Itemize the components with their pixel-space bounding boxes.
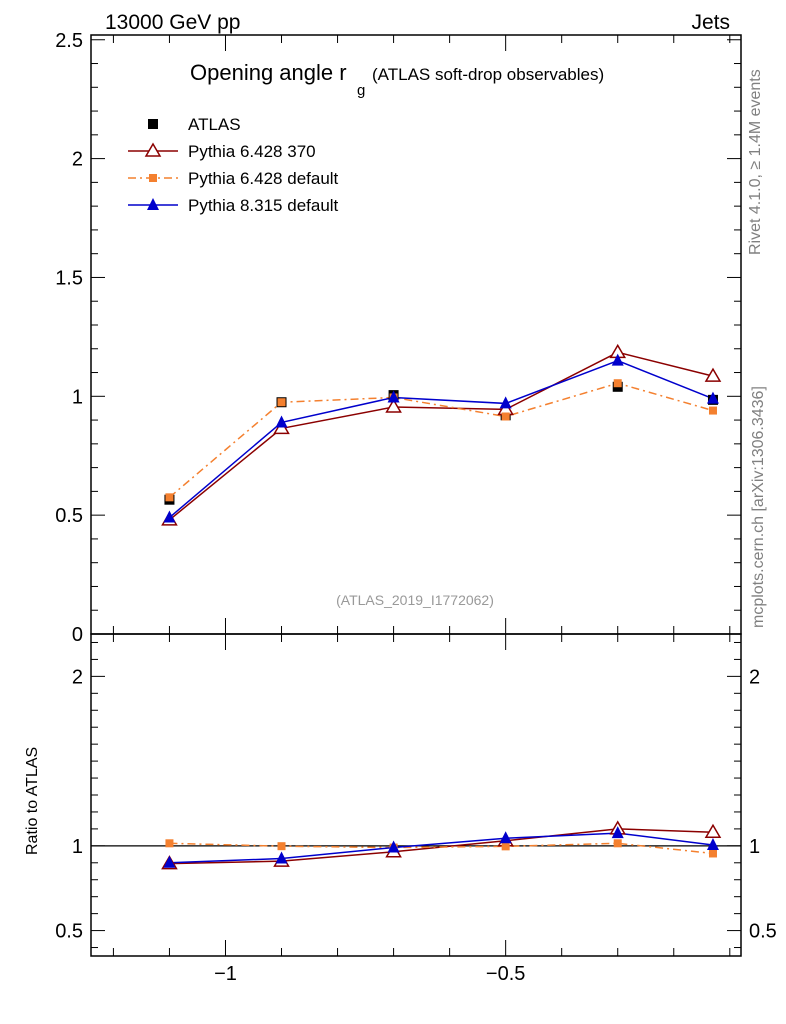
- header-right-label: Jets: [691, 11, 730, 34]
- ratio-point-pythia-8-315-default: [499, 831, 512, 844]
- main-point-pythia-6-428-default: [277, 398, 286, 407]
- legend-label-pythia-6-428-default: Pythia 6.428 default: [188, 169, 339, 188]
- main-y-tick-label: 0.5: [55, 505, 83, 527]
- x-tick-labels: −1 −0.5: [214, 963, 525, 985]
- main-point-pythia-8-315-default: [499, 396, 512, 409]
- ratio-y-axis-label: Ratio to ATLAS: [24, 747, 41, 855]
- axis-ticks: [91, 35, 741, 956]
- legend-label-atlas: ATLAS: [188, 115, 241, 134]
- ratio-y-tick-label-right: 1: [749, 836, 760, 858]
- header-left-label: 13000 GeV pp: [105, 11, 240, 34]
- ratio-point-pythia-6-428-default: [501, 842, 510, 851]
- analysis-watermark: (ATLAS_2019_I1772062): [336, 592, 494, 608]
- ratio-line-pythia-8-315-default: [169, 832, 714, 864]
- main-point-pythia-8-315-default: [275, 415, 288, 428]
- main-point-pythia-8-315-default: [706, 391, 719, 404]
- x-tick-label: −1: [214, 963, 237, 985]
- main-point-pythia-8-315-default: [163, 510, 176, 523]
- ratio-point-pythia-8-315-default: [611, 826, 624, 839]
- main-point-pythia-6-428-default: [165, 493, 174, 502]
- main-y-tick-label: 1: [72, 386, 83, 408]
- legend-label-pythia-8-315-default: Pythia 8.315 default: [188, 196, 339, 215]
- main-line-pythia-6-428-370: [168, 351, 714, 521]
- legend-marker-atlas: [148, 119, 158, 129]
- rivet-version-label: Rivet 4.1.0, ≥ 1.4M events: [747, 69, 764, 255]
- ratio-y-tick-label: 1: [72, 836, 83, 858]
- main-y-tick-label: 0: [72, 624, 83, 646]
- legend-marker-pythia-8-315-default: [147, 198, 159, 210]
- main-point-pythia-8-315-default: [611, 353, 624, 366]
- ratio-y-tick-label: 2: [72, 666, 83, 688]
- legend-marker-pythia-6-428-default: [149, 174, 157, 182]
- ratio-point-pythia-6-428-default: [613, 839, 622, 848]
- ratio-y-tick-label-right: 2: [749, 666, 760, 688]
- ratio-line-pythia-6-428-370: [169, 828, 714, 865]
- main-y-tick-label: 1.5: [55, 267, 83, 289]
- mcplots-label: mcplots.cern.ch [arXiv:1306.3436]: [750, 386, 767, 628]
- ratio-line-pythia-6-428-default: [169, 842, 714, 855]
- ratio-y-tick-label-right: 0.5: [749, 921, 777, 943]
- ratio-panel-frame: [90, 633, 742, 957]
- legend-marker-pythia-6-428-370: [144, 142, 162, 157]
- x-tick-label: −0.5: [486, 963, 525, 985]
- main-y-tick-labels: 0 0.5 1 1.5 2 2.5: [55, 30, 83, 646]
- ratio-point-pythia-8-315-default: [275, 851, 288, 864]
- main-point-pythia-8-315-default: [387, 390, 400, 403]
- ratio-point-pythia-6-428-default: [708, 849, 717, 858]
- main-point-pythia-6-428-default: [501, 412, 510, 421]
- chart-title-suffix: (ATLAS soft-drop observables): [372, 65, 604, 84]
- ratio-point-pythia-8-315-default: [387, 840, 400, 853]
- ratio-point-pythia-6-428-370: [704, 823, 722, 839]
- ratio-point-pythia-8-315-default: [706, 837, 719, 850]
- main-point-pythia-6-428-default: [708, 406, 717, 415]
- main-point-pythia-6-428-default: [613, 379, 622, 388]
- main-y-tick-label: 2.5: [55, 30, 83, 52]
- ratio-point-pythia-6-428-default: [165, 839, 174, 848]
- ratio-point-pythia-8-315-default: [163, 855, 176, 868]
- chart-title: Opening angle r: [190, 60, 347, 85]
- series-layer: [161, 343, 722, 870]
- legend-label-pythia-6-428-370: Pythia 6.428 370: [188, 142, 316, 161]
- chart-title-subscript: g: [357, 82, 365, 99]
- legend: ATLAS Pythia 6.428 370 Pythia 6.428 defaul…: [128, 115, 339, 215]
- main-y-tick-label: 2: [72, 149, 83, 171]
- main-line-pythia-8-315-default: [168, 359, 714, 519]
- ratio-y-tick-labels: 0.5 0.5 1 1 2 2: [55, 666, 777, 942]
- main-point-pythia-6-428-370: [704, 367, 722, 382]
- ratio-y-tick-label: 0.5: [55, 921, 83, 943]
- main-line-pythia-6-428-default: [168, 382, 714, 498]
- ratio-point-pythia-6-428-default: [277, 842, 286, 851]
- chart-title-main: Opening angle r: [190, 60, 347, 85]
- main-point-pythia-6-428-370: [385, 398, 402, 413]
